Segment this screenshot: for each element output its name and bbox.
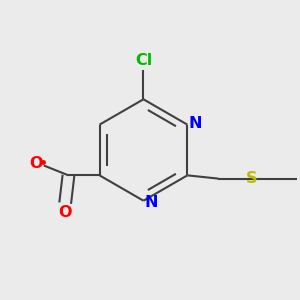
Text: N: N: [145, 195, 158, 210]
Text: Cl: Cl: [135, 53, 152, 68]
Text: O: O: [58, 205, 72, 220]
Text: O: O: [29, 156, 43, 171]
Text: S: S: [245, 171, 257, 186]
Text: N: N: [189, 116, 202, 130]
